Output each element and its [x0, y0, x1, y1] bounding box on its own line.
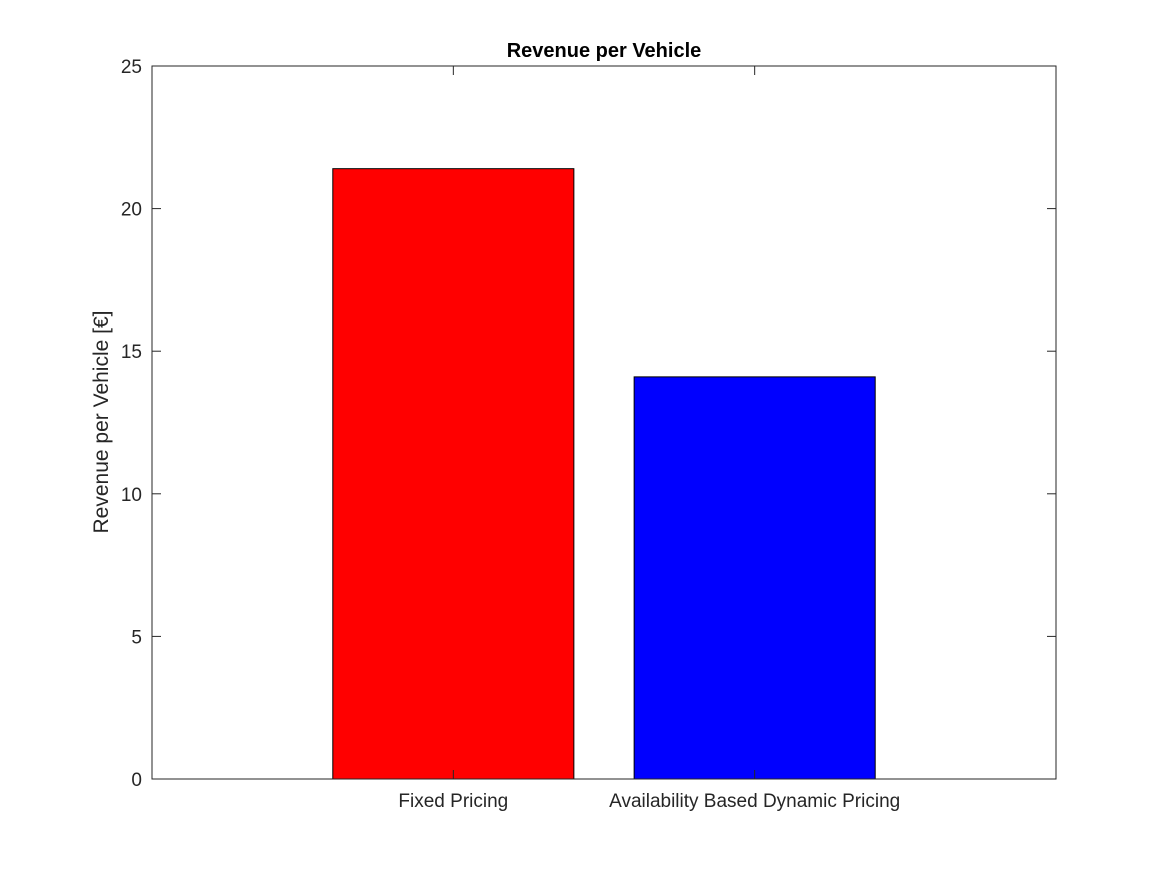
y-axis-label: Revenue per Vehicle [€] — [90, 311, 113, 534]
y-tick-label: 15 — [121, 342, 142, 363]
bars-group — [332, 168, 876, 780]
y-tick-label: 20 — [121, 200, 142, 221]
y-tick-labels-group: 0 5 10 15 20 25 — [121, 57, 142, 791]
x-tick-label: Fixed Pricing — [398, 791, 508, 812]
plot-area-frame — [151, 65, 1057, 780]
axis-ticks-group — [152, 65, 1056, 780]
y-tick-label: 5 — [131, 627, 142, 648]
y-tick-label: 25 — [121, 57, 142, 78]
y-tick-label: 10 — [121, 485, 142, 506]
chart-title: Revenue per Vehicle — [507, 40, 702, 62]
bar-1 — [332, 168, 575, 780]
x-tick-labels-group: Fixed Pricing Availability Based Dynamic … — [398, 791, 900, 812]
x-tick-label: Availability Based Dynamic Pricing — [609, 791, 900, 812]
y-tick-label: 0 — [131, 770, 142, 791]
bar-2 — [633, 376, 876, 780]
